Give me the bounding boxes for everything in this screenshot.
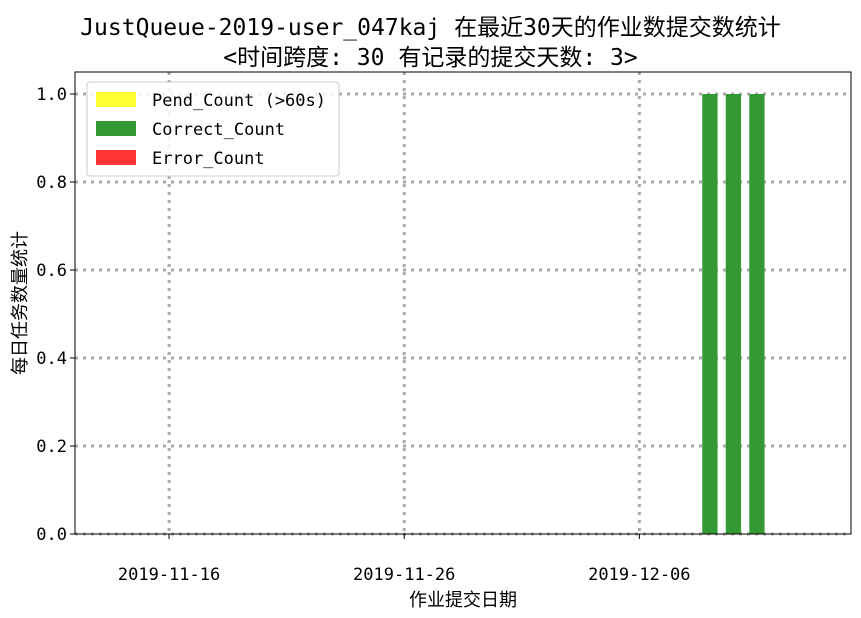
legend-swatch <box>96 92 136 107</box>
legend-swatch <box>96 150 136 165</box>
y-axis-ticks: 0.0 0.2 0.4 0.6 0.8 1.0 <box>36 85 75 545</box>
y-tick-label: 0.4 <box>36 349 67 369</box>
x-axis-ticks: 2019-11-16 2019-11-26 2019-12-06 <box>118 534 691 585</box>
y-tick-label: 0.0 <box>36 525 67 545</box>
bar-correct-count <box>749 94 764 534</box>
legend: Pend_Count (>60s) Correct_Count Error_Coun… <box>87 82 339 176</box>
x-tick-label: 2019-11-16 <box>118 565 220 585</box>
y-tick-label: 0.8 <box>36 173 67 193</box>
x-tick-label: 2019-12-06 <box>588 565 690 585</box>
y-tick-label: 0.2 <box>36 437 67 457</box>
bar-correct-count <box>702 94 717 534</box>
legend-swatch <box>96 121 136 136</box>
legend-entry-label: Correct_Count <box>152 120 285 140</box>
legend-entry-label: Error_Count <box>152 149 265 169</box>
bar-correct-count <box>726 94 741 534</box>
legend-entry-label: Pend_Count (>60s) <box>152 91 326 111</box>
x-axis-label: 作业提交日期 <box>409 590 517 611</box>
y-tick-label: 1.0 <box>36 85 67 105</box>
y-axis-label: 每日任务数量统计 <box>10 231 31 375</box>
bars <box>702 94 764 534</box>
x-tick-label: 2019-11-26 <box>353 565 455 585</box>
y-tick-label: 0.6 <box>36 261 67 281</box>
